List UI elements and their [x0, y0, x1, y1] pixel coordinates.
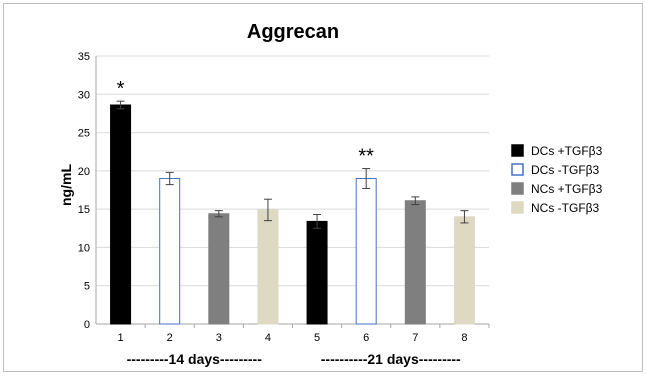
bar — [404, 200, 426, 325]
legend-swatch — [511, 163, 524, 176]
x-tick-label: 3 — [216, 332, 222, 344]
y-tick-label: 5 — [84, 281, 90, 293]
x-tick-label: 8 — [461, 332, 467, 344]
y-axis-label: ng/mL — [58, 164, 74, 206]
bar — [306, 220, 328, 325]
bar — [355, 178, 377, 325]
x-tick-label: 1 — [118, 332, 124, 344]
x-tick-label: 4 — [265, 332, 271, 344]
bar — [208, 213, 230, 325]
x-tick-label: 2 — [167, 332, 173, 344]
x-tick-label: 5 — [314, 332, 320, 344]
bar — [453, 216, 475, 325]
y-tick-label: 0 — [84, 319, 90, 331]
legend-swatch — [511, 144, 524, 157]
x-tick-label: 6 — [363, 332, 369, 344]
significance-marker: * — [117, 78, 125, 100]
legend-swatch — [511, 182, 524, 195]
y-tick-label: 10 — [78, 242, 90, 254]
legend-label: DCs -TGFβ3 — [531, 163, 600, 177]
group-label: ----------21 days--------- — [321, 351, 461, 367]
bar — [257, 209, 279, 325]
chart-frame: Aggrecan ng/mL 0 5 10 15 20 25 30 35 1 2 3 4 5 6 7 8 * **… — [3, 3, 643, 372]
y-tick-label: 25 — [78, 128, 90, 140]
legend-label: NCs -TGFβ3 — [531, 201, 600, 215]
y-tick-label: 15 — [78, 204, 90, 216]
x-tick-label: 7 — [412, 332, 418, 344]
chart-title: Aggrecan — [247, 21, 339, 43]
y-tick-label: 30 — [78, 89, 90, 101]
group-label: ---------14 days--------- — [127, 351, 263, 367]
legend-swatch — [511, 201, 524, 214]
y-tick-label: 20 — [78, 166, 90, 178]
significance-marker: ** — [358, 146, 374, 168]
bar — [159, 178, 181, 325]
legend-label: DCs +TGFβ3 — [531, 144, 603, 158]
y-tick-label: 35 — [78, 51, 90, 63]
legend-label: NCs +TGFβ3 — [531, 182, 603, 196]
bar — [110, 104, 132, 325]
